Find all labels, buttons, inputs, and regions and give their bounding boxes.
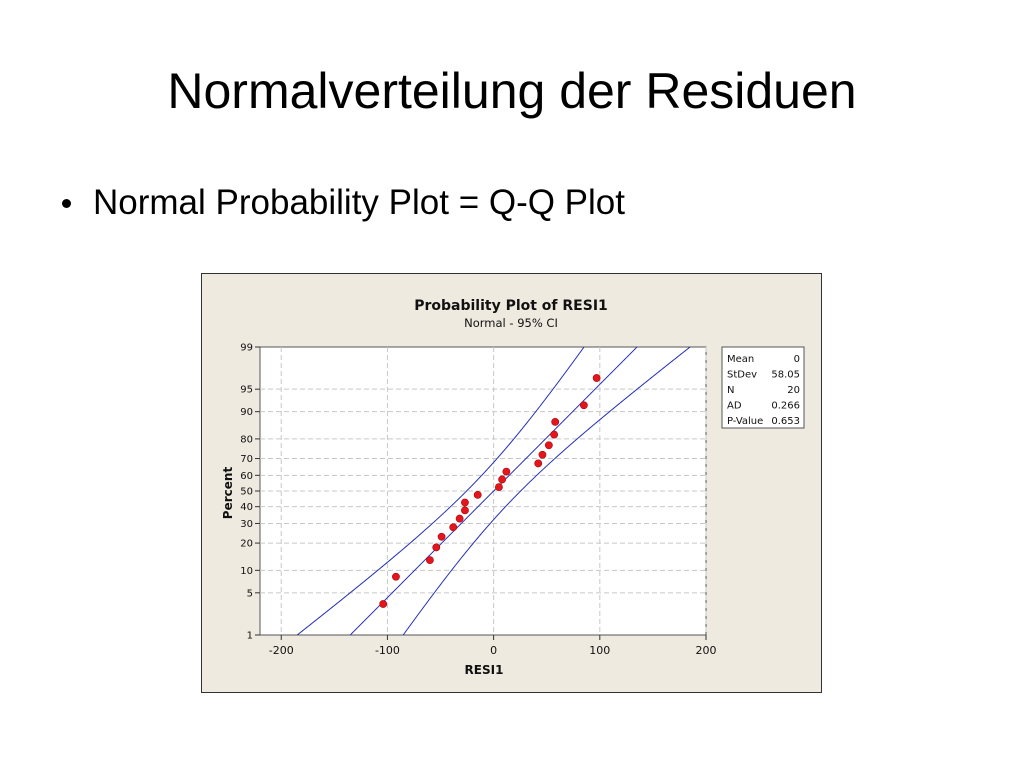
legend-stat-label: StDev <box>727 370 757 381</box>
data-point <box>473 490 482 499</box>
y-tick-label: 1 <box>247 631 253 642</box>
data-point <box>432 543 441 552</box>
legend-stat-label: N <box>727 385 734 396</box>
y-tick-label: 5 <box>247 588 253 599</box>
data-point <box>379 600 388 608</box>
x-tick-label: 100 <box>589 644 610 657</box>
legend-stat-label: AD <box>727 401 742 412</box>
x-tick-label: -100 <box>375 644 400 657</box>
data-point <box>579 401 588 410</box>
legend-stat-label: Mean <box>727 354 754 365</box>
data-point <box>534 459 543 468</box>
x-tick-label: 0 <box>490 644 497 657</box>
data-point <box>495 483 503 492</box>
data-point <box>426 556 434 565</box>
ci-lower-bound <box>296 347 585 635</box>
data-point <box>550 430 559 439</box>
y-tick-label: 90 <box>240 407 253 418</box>
y-axis-label: Percent <box>221 467 235 520</box>
data-point <box>592 374 601 382</box>
stats-legend: Mean 0 StDev 58.05 N 20 AD 0.266 P-Value 0.653 <box>721 346 805 429</box>
legend-stat-value: 58.05 <box>771 370 800 381</box>
bullet-text: Normal Probability Plot = Q-Q Plot <box>93 183 625 222</box>
chart-title: Probability Plot of RESI1 <box>414 298 608 314</box>
legend-frame <box>721 346 805 429</box>
legend-stat-value: 20 <box>787 385 800 396</box>
y-tick-label: 99 <box>240 343 253 354</box>
y-tick-label: 60 <box>240 471 253 482</box>
x-tick-label: -200 <box>269 644 294 657</box>
probability-plot-figure: Probability Plot of RESI1 Normal - 95% C… <box>201 273 822 693</box>
x-axis-label: RESI1 <box>465 663 504 677</box>
data-point <box>551 417 560 426</box>
bullet-item: Normal Probability Plot = Q-Q Plot <box>62 183 625 223</box>
data-point <box>502 467 511 476</box>
ci-upper-bound <box>402 347 691 635</box>
data-point <box>544 441 553 450</box>
y-tick-label: 80 <box>240 434 253 445</box>
legend-stat-value: 0.653 <box>771 416 800 427</box>
data-point <box>461 506 469 515</box>
legend-stat-value: 0 <box>794 354 800 365</box>
tick-layer: -200 -100 0 100 200 1 5 10 20 30 40 50 60 70 80 90 95 99 <box>240 343 716 658</box>
y-tick-label: 95 <box>240 385 253 396</box>
y-tick-label: 20 <box>240 539 253 550</box>
chart-subtitle: Normal - 95% CI <box>464 316 558 330</box>
data-point <box>437 532 446 541</box>
y-tick-label: 40 <box>240 502 253 513</box>
legend-stat-value: 0.266 <box>771 401 800 412</box>
points-layer <box>379 374 601 608</box>
y-tick-label: 70 <box>240 454 253 465</box>
data-point <box>449 523 458 532</box>
data-point <box>455 514 464 523</box>
bullet-dot-icon <box>62 198 71 208</box>
y-tick-label: 30 <box>240 519 253 530</box>
legend-rows: Mean 0 StDev 58.05 N 20 AD 0.266 P-Value 0.653 <box>727 354 800 427</box>
probability-plot-svg: Probability Plot of RESI1 Normal - 95% C… <box>201 273 822 693</box>
y-tick-label: 10 <box>240 566 253 577</box>
data-point <box>392 572 400 581</box>
x-tick-label: 200 <box>696 644 717 657</box>
slide-title: Normalverteilung der Residuen <box>167 63 857 119</box>
data-point <box>538 450 547 459</box>
legend-stat-label: P-Value <box>727 416 763 427</box>
data-point <box>461 498 469 507</box>
data-point <box>498 475 507 484</box>
y-tick-label: 50 <box>240 487 253 498</box>
